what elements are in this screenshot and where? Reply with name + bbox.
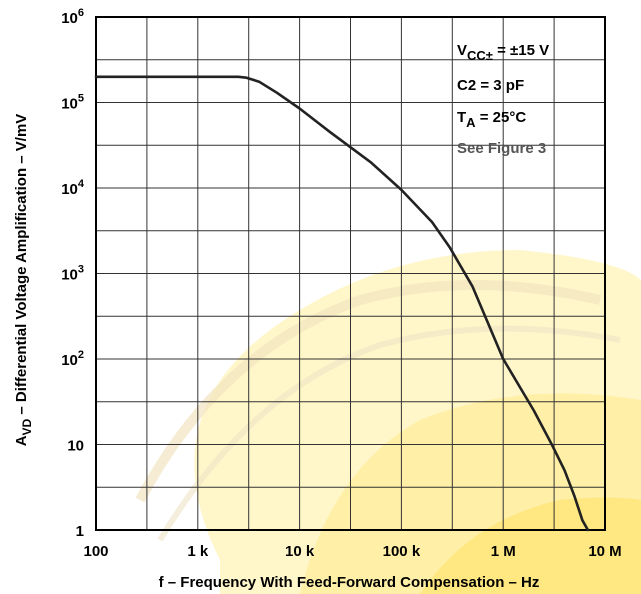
y-tick-label: 104: [61, 178, 85, 198]
x-tick-label: 100 k: [383, 543, 421, 560]
annotation-see-figure: See Figure 3: [457, 140, 546, 157]
y-tick-label: 105: [61, 93, 84, 113]
x-tick-label: 100: [83, 543, 108, 560]
x-tick-label: 10 k: [285, 543, 315, 560]
y-axis-label: AVD – Differential Voltage Amplification…: [13, 114, 34, 447]
y-tick-label: 102: [61, 349, 84, 369]
annotation-capacitance: C2 = 3 pF: [457, 77, 524, 94]
grid-lines: [95, 16, 606, 531]
y-tick-label: 106: [61, 7, 84, 27]
series-layer: [94, 75, 590, 532]
y-tick-label: 103: [61, 264, 84, 284]
annotation-temperature: TA = 25°C: [457, 109, 526, 130]
y-tick-labels: 1 10 102 103 104 105 106: [61, 7, 85, 540]
x-tick-label: 1 M: [491, 543, 516, 560]
plot-frame: [95, 16, 606, 531]
x-tick-label: 10 M: [588, 543, 621, 560]
y-tick-label: 10: [67, 438, 84, 455]
conditions-annotation: VCC± = ±15 V C2 = 3 pF TA = 25°C See Fig…: [457, 42, 549, 157]
annotation-supply-voltage: VCC± = ±15 V: [457, 42, 549, 63]
y-tick-label: 1: [76, 523, 84, 540]
x-tick-labels: 100 1 k 10 k 100 k 1 M 10 M: [83, 543, 621, 560]
series-line: [94, 75, 590, 532]
x-axis-label: f – Frequency With Feed-Forward Compensa…: [159, 574, 540, 591]
x-tick-label: 1 k: [187, 543, 209, 560]
